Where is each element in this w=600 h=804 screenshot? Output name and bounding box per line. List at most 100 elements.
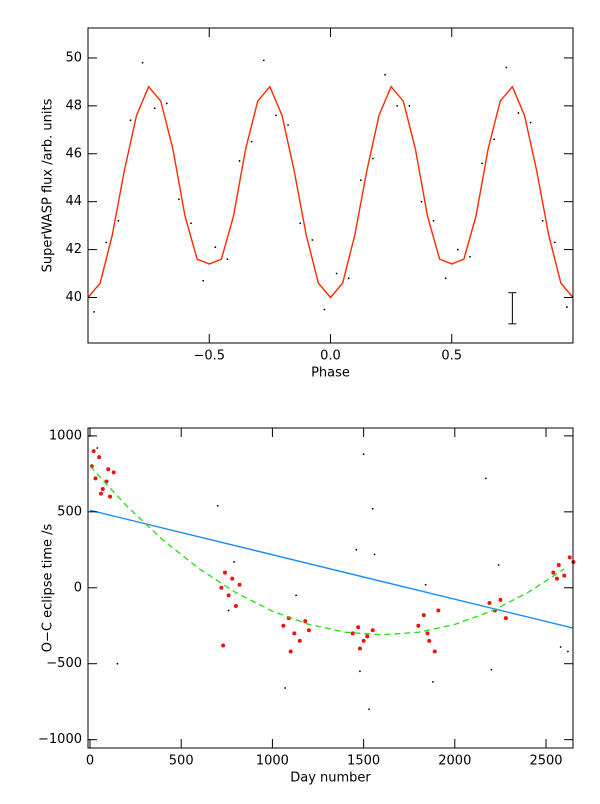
data-point [335,272,338,275]
y-tick-label: 42 [65,242,82,257]
x-axis-label: Day number [290,771,371,786]
data-point [424,583,427,586]
data-point [498,597,503,602]
data-point [98,491,103,496]
y-tick-label: 48 [65,98,82,113]
model-line [89,509,574,629]
data-point [432,219,435,222]
x-tick-label: 2000 [438,754,471,769]
data-point [117,219,120,222]
data-point [226,593,231,598]
data-point [262,59,265,62]
data-point [554,576,559,581]
data-point [299,222,302,225]
data-point [222,570,227,575]
data-point [350,631,355,636]
data-point [370,628,375,633]
x-tick-label: 0.5 [441,349,462,364]
error-bar [508,292,517,325]
x-tick-label: 0 [86,754,94,769]
data-point [281,623,286,628]
data-point [481,162,483,165]
y-tick-label: −1000 [38,732,82,747]
data-point [292,631,297,636]
data-point [553,241,556,244]
data-point [93,310,95,313]
data-point [357,646,362,651]
y-tick-label: 44 [65,194,82,209]
data-point [456,248,459,251]
data-point [275,114,277,117]
data-point [425,631,430,636]
data-point [356,625,361,630]
y-tick-label: 500 [57,504,82,519]
data-point [559,646,562,648]
data-point [237,582,242,587]
y-axis-label: O−C eclipse time /s [41,524,56,653]
data-point [517,112,520,114]
y-tick-label: 50 [65,50,82,65]
data-point [93,476,98,481]
data-point [396,104,399,107]
data-point [238,160,241,162]
data-point [116,662,119,665]
data-point [490,668,493,671]
data-point [233,603,238,608]
data-point [311,239,314,241]
data-point [226,258,229,261]
data-point [469,255,471,258]
data-point [567,555,572,560]
data-point [493,138,496,141]
data-point [233,561,236,563]
data-point [91,449,96,454]
data-point [427,638,432,643]
data-point [250,140,253,143]
data-point [420,200,423,203]
data-point [303,619,308,624]
data-point [529,121,532,124]
data-point [288,649,293,654]
data-point [359,179,362,182]
data-point [365,634,370,639]
data-point [551,570,556,575]
y-tick-label: 46 [65,146,82,161]
data-point [202,279,205,282]
data-point [153,107,156,110]
data-point [165,102,168,105]
y-tick-label: 40 [65,290,82,305]
data-point [416,623,421,628]
data-point [556,562,561,567]
data-point [323,308,326,311]
data-point [141,61,144,64]
y-axis-label: SuperWASP flux /arb. units [41,98,56,272]
data-point [497,564,500,566]
data-point [371,507,374,510]
data-point [216,504,219,507]
x-tick-label: 2500 [529,754,562,769]
y-tick-label: 0 [74,580,82,595]
data-point [541,219,544,222]
model-line [89,465,565,636]
data-point [566,650,569,653]
x-tick-label: 500 [169,754,194,769]
data-point [436,608,441,613]
data-point [96,447,99,449]
data-point [347,277,350,280]
x-tick-label: 1000 [256,754,289,769]
data-point [219,585,224,590]
model-line [87,85,574,299]
data-point [106,467,111,472]
data-point [384,73,386,76]
data-point [432,681,434,683]
data-point [355,548,358,551]
data-point [505,66,508,69]
data-point [421,613,426,618]
data-point [287,124,289,126]
data-point [484,477,487,480]
data-point [566,306,568,308]
data-point [432,649,437,654]
x-tick-label: 0.0 [320,349,341,364]
data-point [295,594,298,597]
data-point [284,687,287,689]
